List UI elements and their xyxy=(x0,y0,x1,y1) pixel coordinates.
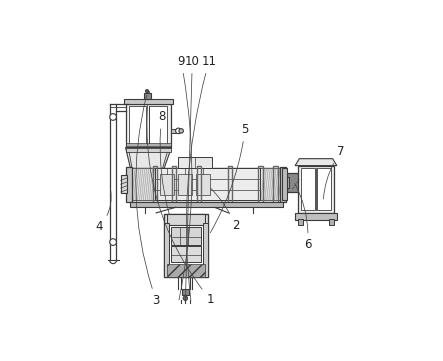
Bar xyxy=(124,100,173,104)
Polygon shape xyxy=(131,168,155,200)
Bar xyxy=(126,167,132,202)
Bar xyxy=(196,174,210,195)
Bar xyxy=(164,223,170,277)
Bar xyxy=(160,174,174,195)
Bar xyxy=(152,166,157,203)
Bar xyxy=(171,129,179,133)
Bar xyxy=(179,174,192,195)
Polygon shape xyxy=(167,264,205,277)
Bar xyxy=(182,289,189,295)
Bar xyxy=(144,93,151,100)
Bar xyxy=(301,168,315,210)
Text: 3: 3 xyxy=(136,95,160,307)
Bar xyxy=(149,106,167,145)
Text: 5: 5 xyxy=(210,123,249,233)
Polygon shape xyxy=(295,159,337,166)
Bar xyxy=(167,214,205,225)
Circle shape xyxy=(110,114,117,120)
Text: 2: 2 xyxy=(211,188,239,232)
Circle shape xyxy=(175,128,181,134)
Text: 7: 7 xyxy=(323,145,345,199)
Bar xyxy=(298,166,334,213)
Bar xyxy=(125,143,171,146)
Bar xyxy=(280,167,286,202)
Bar xyxy=(329,219,334,225)
Text: 8: 8 xyxy=(158,110,169,214)
Bar xyxy=(172,166,176,203)
Circle shape xyxy=(183,296,187,300)
Bar xyxy=(132,182,163,187)
Polygon shape xyxy=(125,148,171,171)
Bar xyxy=(120,175,127,193)
Bar xyxy=(130,202,283,207)
Bar xyxy=(258,166,263,203)
Circle shape xyxy=(179,129,183,133)
Bar xyxy=(125,148,171,152)
Bar xyxy=(273,166,278,203)
Text: 1: 1 xyxy=(147,104,214,306)
Bar xyxy=(171,227,201,245)
Bar xyxy=(146,91,149,93)
Text: 9: 9 xyxy=(178,55,192,300)
Bar xyxy=(129,106,146,145)
Bar xyxy=(295,213,337,220)
Bar xyxy=(228,166,232,203)
Circle shape xyxy=(110,239,117,245)
Text: 11: 11 xyxy=(187,55,217,300)
Bar xyxy=(284,177,289,188)
Bar xyxy=(179,157,212,168)
Text: 4: 4 xyxy=(95,191,111,233)
Text: 10: 10 xyxy=(185,55,200,300)
Bar xyxy=(130,171,164,182)
Bar xyxy=(202,223,208,277)
Bar xyxy=(197,166,202,203)
Bar xyxy=(298,219,303,225)
Bar xyxy=(317,168,331,210)
Bar xyxy=(299,175,305,189)
Polygon shape xyxy=(260,168,281,200)
Bar xyxy=(155,168,260,200)
Bar xyxy=(171,246,201,261)
Bar xyxy=(125,104,171,148)
Bar xyxy=(131,168,281,200)
Bar xyxy=(282,168,287,200)
Bar xyxy=(288,173,300,192)
Circle shape xyxy=(145,90,149,93)
Bar xyxy=(169,221,203,271)
Text: 6: 6 xyxy=(295,183,311,251)
Bar xyxy=(164,214,208,277)
